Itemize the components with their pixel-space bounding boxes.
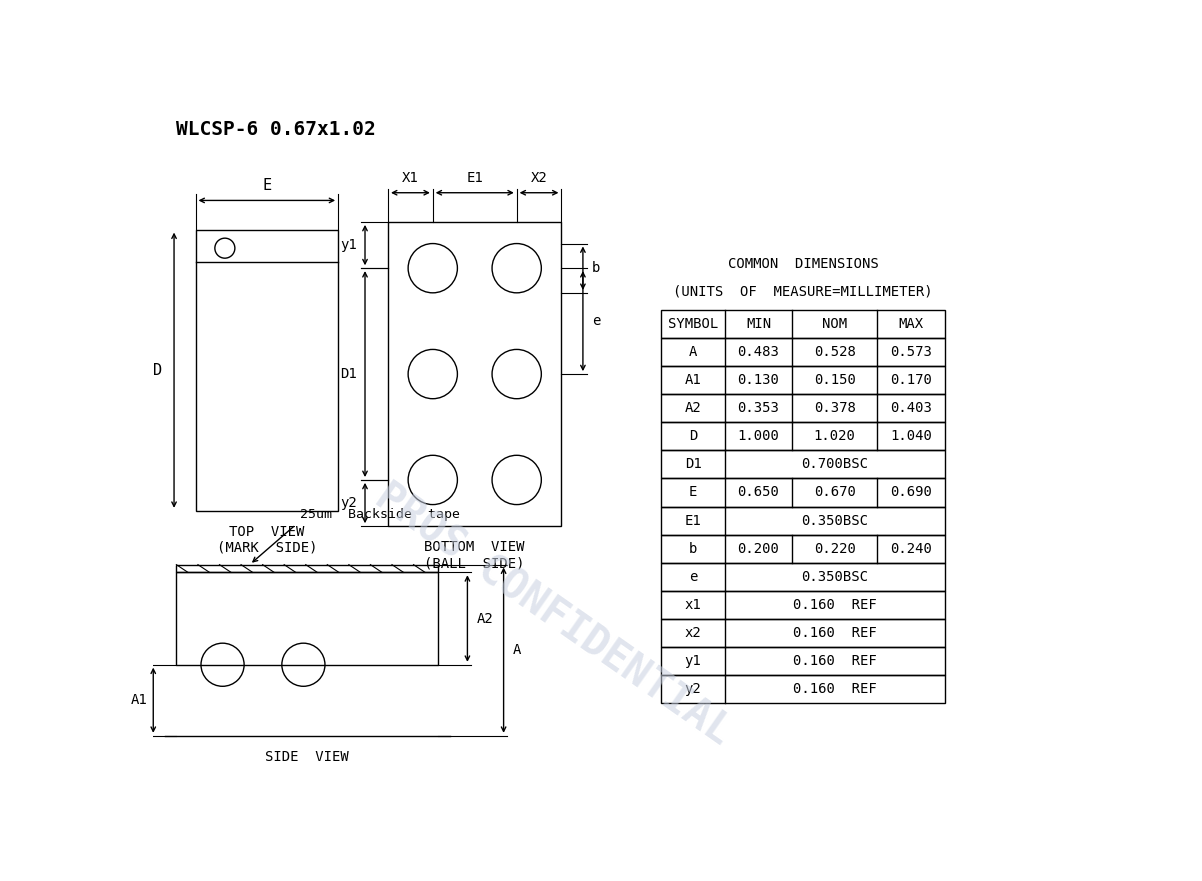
Text: NOM: NOM bbox=[822, 317, 847, 331]
Text: 0.160  REF: 0.160 REF bbox=[793, 654, 876, 668]
Text: 25um  Backside  tape: 25um Backside tape bbox=[299, 507, 459, 521]
Text: E: E bbox=[689, 485, 697, 500]
Bar bbox=[177, 573, 439, 665]
Text: 0.378: 0.378 bbox=[814, 401, 856, 415]
Text: e: e bbox=[689, 570, 697, 584]
Text: b: b bbox=[689, 542, 697, 556]
Text: 0.650: 0.650 bbox=[738, 485, 779, 500]
Text: MIN: MIN bbox=[746, 317, 770, 331]
Text: y1: y1 bbox=[685, 654, 702, 668]
Bar bbox=[661, 507, 945, 535]
Bar bbox=[661, 647, 945, 675]
Text: D1: D1 bbox=[685, 457, 702, 471]
Text: X2: X2 bbox=[530, 171, 547, 185]
Text: BOTTOM  VIEW
(BALL  SIDE): BOTTOM VIEW (BALL SIDE) bbox=[424, 540, 525, 570]
Text: A2: A2 bbox=[477, 611, 493, 626]
Bar bbox=[388, 222, 561, 526]
Text: 0.160  REF: 0.160 REF bbox=[793, 626, 876, 640]
Text: y1: y1 bbox=[340, 238, 357, 252]
Text: 0.670: 0.670 bbox=[814, 485, 856, 500]
Bar bbox=[661, 338, 945, 366]
Text: 0.483: 0.483 bbox=[738, 345, 779, 359]
Text: D1: D1 bbox=[340, 367, 357, 381]
Bar bbox=[196, 230, 338, 511]
Text: E1: E1 bbox=[466, 171, 483, 185]
Text: A2: A2 bbox=[685, 401, 702, 415]
Text: TOP  VIEW
(MARK  SIDE): TOP VIEW (MARK SIDE) bbox=[216, 524, 317, 555]
Text: 0.220: 0.220 bbox=[814, 542, 856, 556]
Text: 0.573: 0.573 bbox=[889, 345, 932, 359]
Text: 1.040: 1.040 bbox=[889, 429, 932, 443]
Text: 0.528: 0.528 bbox=[814, 345, 856, 359]
Bar bbox=[177, 565, 439, 573]
Text: b: b bbox=[593, 261, 601, 275]
Text: A1: A1 bbox=[685, 373, 702, 387]
Text: E: E bbox=[262, 178, 272, 193]
Text: COMMON  DIMENSIONS: COMMON DIMENSIONS bbox=[727, 257, 879, 271]
Bar bbox=[661, 619, 945, 647]
Text: x1: x1 bbox=[685, 598, 702, 612]
Text: 0.240: 0.240 bbox=[889, 542, 932, 556]
Text: 0.160  REF: 0.160 REF bbox=[793, 682, 876, 696]
Text: 0.403: 0.403 bbox=[889, 401, 932, 415]
Text: A1: A1 bbox=[130, 693, 147, 707]
Bar bbox=[661, 591, 945, 619]
Bar bbox=[661, 366, 945, 394]
Bar bbox=[661, 478, 945, 507]
Text: A: A bbox=[513, 643, 522, 657]
Text: 0.200: 0.200 bbox=[738, 542, 779, 556]
Text: D: D bbox=[154, 363, 162, 378]
Text: 0.700BSC: 0.700BSC bbox=[802, 457, 868, 471]
Text: y2: y2 bbox=[340, 496, 357, 510]
Text: e: e bbox=[593, 315, 601, 328]
Bar bbox=[661, 310, 945, 338]
Text: D: D bbox=[689, 429, 697, 443]
Bar bbox=[661, 394, 945, 422]
Text: 0.690: 0.690 bbox=[889, 485, 932, 500]
Bar bbox=[661, 422, 945, 450]
Text: A: A bbox=[689, 345, 697, 359]
Text: SIDE  VIEW: SIDE VIEW bbox=[266, 750, 349, 764]
Text: 0.150: 0.150 bbox=[814, 373, 856, 387]
Text: 0.353: 0.353 bbox=[738, 401, 779, 415]
Text: 0.160  REF: 0.160 REF bbox=[793, 598, 876, 612]
Text: WLCSP-6 0.67x1.02: WLCSP-6 0.67x1.02 bbox=[177, 121, 376, 139]
Text: X1: X1 bbox=[401, 171, 418, 185]
Text: MAX: MAX bbox=[898, 317, 923, 331]
Text: PROS CONFIDENTIAL: PROS CONFIDENTIAL bbox=[368, 476, 739, 754]
Text: (UNITS  OF  MEASURE=MILLIMETER): (UNITS OF MEASURE=MILLIMETER) bbox=[673, 285, 933, 299]
Bar bbox=[661, 450, 945, 478]
Text: 0.350BSC: 0.350BSC bbox=[802, 570, 868, 584]
Text: 0.130: 0.130 bbox=[738, 373, 779, 387]
Text: 1.000: 1.000 bbox=[738, 429, 779, 443]
Text: E1: E1 bbox=[685, 514, 702, 528]
Text: 1.020: 1.020 bbox=[814, 429, 856, 443]
Text: x2: x2 bbox=[685, 626, 702, 640]
Bar bbox=[661, 563, 945, 591]
Text: 0.170: 0.170 bbox=[889, 373, 932, 387]
Text: SYMBOL: SYMBOL bbox=[668, 317, 718, 331]
Text: 0.350BSC: 0.350BSC bbox=[802, 514, 868, 528]
Bar bbox=[661, 535, 945, 563]
Text: y2: y2 bbox=[685, 682, 702, 696]
Bar bbox=[661, 675, 945, 703]
